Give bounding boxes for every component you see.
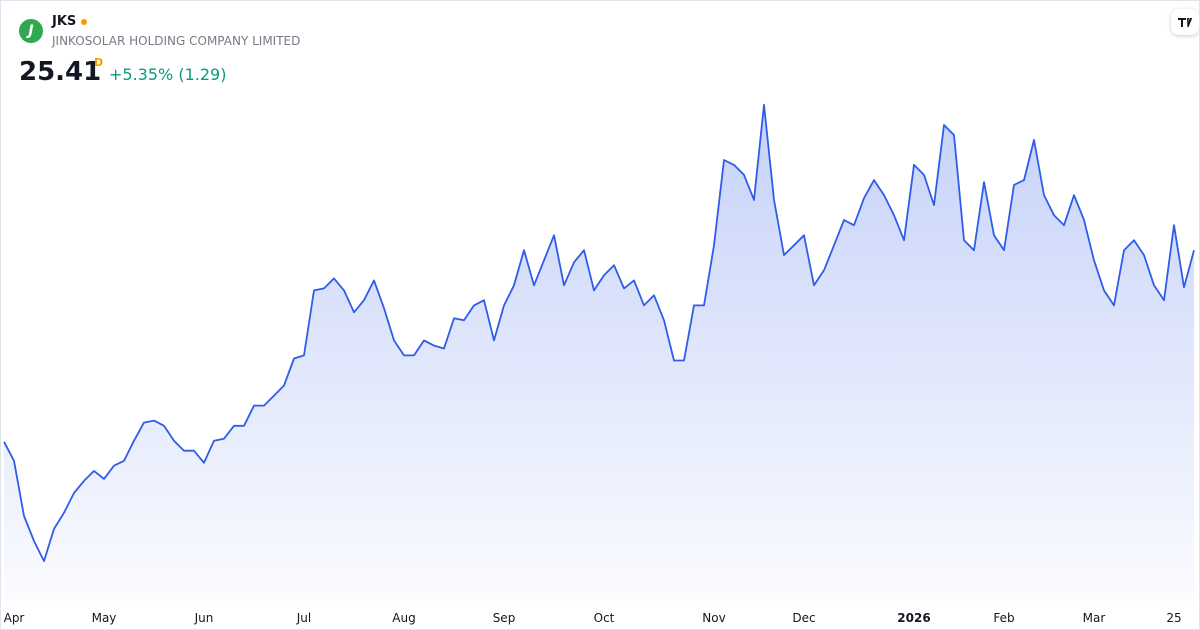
area-fill [4, 104, 1194, 602]
x-tick-label: Jul [296, 611, 311, 625]
change: +5.35% (1.29) [109, 65, 227, 84]
status-dot [81, 18, 88, 25]
symbol-text[interactable]: JKS [52, 14, 77, 29]
tradingview-logo[interactable] [1171, 9, 1199, 35]
x-tick-label: 25 [1166, 611, 1181, 625]
x-tick-label: Apr [4, 611, 25, 625]
symbol[interactable]: JKS [52, 14, 88, 29]
x-tick-label: Dec [792, 611, 815, 625]
x-tick-label: 2026 [897, 611, 930, 625]
company-name: JINKOSOLAR HOLDING COMPANY LIMITED [52, 34, 301, 48]
x-tick-label: Sep [493, 611, 516, 625]
x-tick-label: Jun [194, 611, 214, 625]
x-tick-label: Aug [392, 611, 415, 625]
price: 25.41 [19, 57, 102, 87]
price-line [3, 103, 1195, 562]
x-tick-label: May [92, 611, 117, 625]
x-tick-label: Nov [702, 611, 725, 625]
logo[interactable]: J [19, 19, 43, 43]
tv-icon [1178, 18, 1193, 27]
x-tick-label: Feb [993, 611, 1014, 625]
x-tick-label: Mar [1083, 611, 1106, 625]
x-tick-label: Oct [594, 611, 615, 625]
interval: D [94, 56, 104, 69]
